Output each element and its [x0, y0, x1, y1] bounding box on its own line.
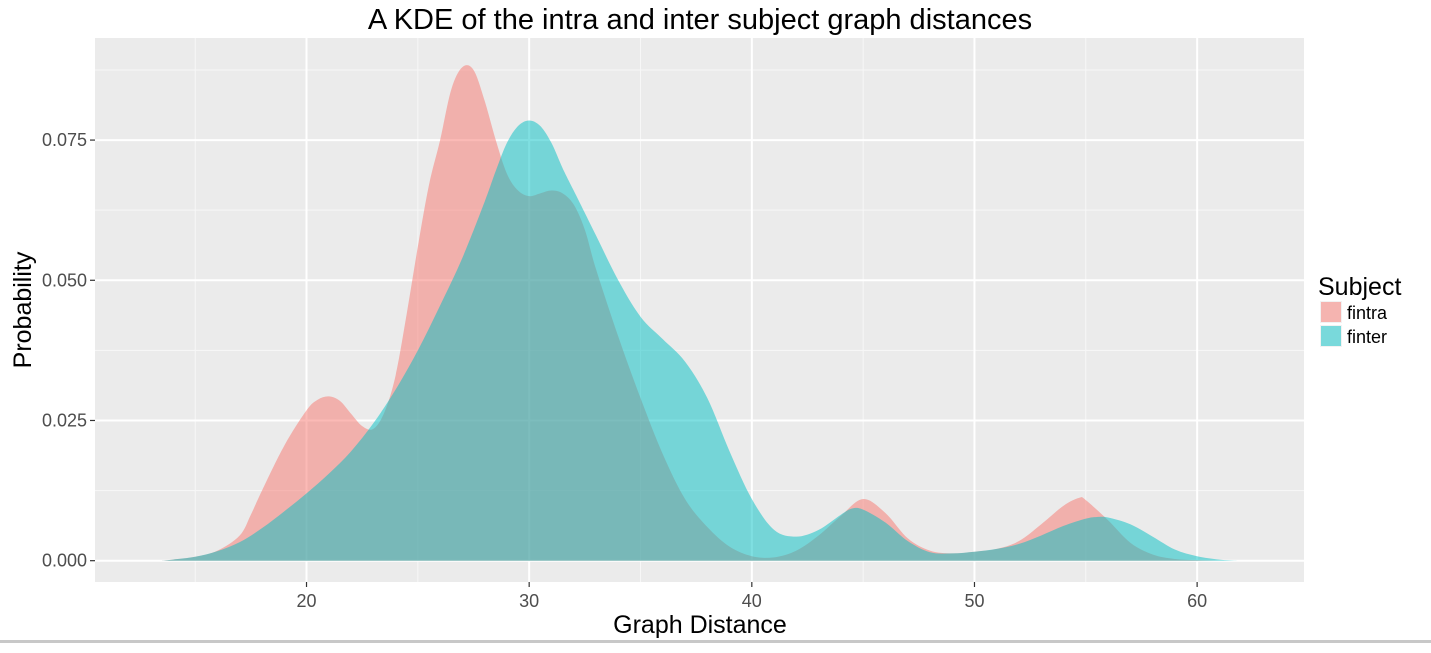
legend-key-finter: [1321, 326, 1341, 346]
legend-label-fintra: fintra: [1347, 303, 1388, 323]
legend-label-finter: finter: [1347, 327, 1387, 347]
x-tick-label: 20: [297, 591, 317, 611]
x-axis: 20 30 40 50 60: [297, 582, 1207, 611]
legend-key-fintra: [1321, 302, 1341, 322]
legend-title: Subject: [1318, 273, 1401, 301]
chart-title: A KDE of the intra and inter subject gra…: [368, 4, 1032, 36]
x-axis-title: Graph Distance: [613, 611, 787, 639]
legend: Subject fintra finter: [1318, 273, 1401, 347]
y-tick-label: 0.000: [42, 551, 87, 571]
y-axis: 0.000 0.025 0.050 0.075: [42, 130, 95, 571]
x-tick-label: 30: [519, 591, 539, 611]
x-tick-label: 40: [742, 591, 762, 611]
density-areas: [161, 65, 1238, 561]
y-tick-label: 0.050: [42, 270, 87, 290]
density-area-finter: [161, 120, 1238, 561]
x-tick-label: 60: [1187, 591, 1207, 611]
y-axis-title: Probability: [9, 251, 37, 368]
y-tick-label: 0.075: [42, 130, 87, 150]
bottom-divider: [0, 640, 1431, 643]
y-tick-label: 0.025: [42, 410, 87, 430]
x-tick-label: 50: [964, 591, 984, 611]
